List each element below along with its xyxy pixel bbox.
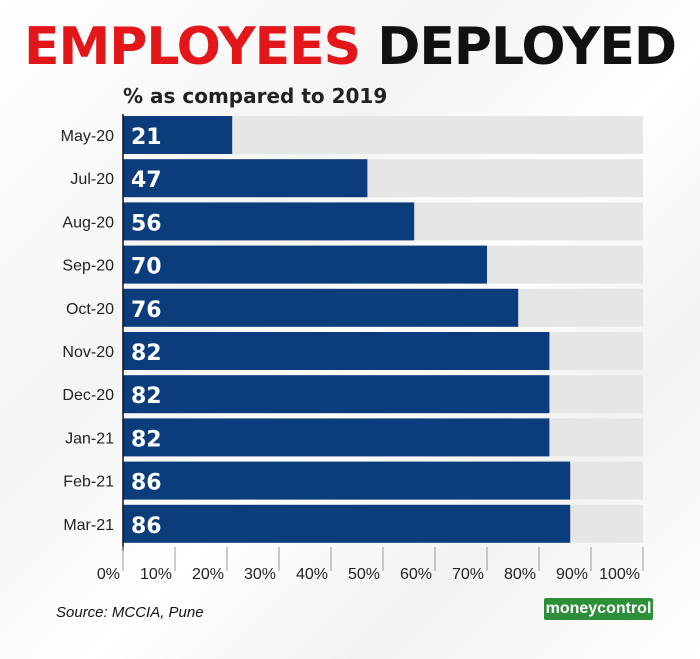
chart-title: EMPLOYEES DEPLOYED [0,16,700,78]
bar [123,418,550,457]
category-label: Mar-21 [63,517,114,534]
category-label: Oct-20 [66,301,114,318]
category-label: Aug-20 [62,214,114,231]
title-part-employees: EMPLOYEES [23,17,361,77]
bar [123,116,233,154]
moneycontrol-logo: moneycontrol [544,598,653,620]
bar-value-label: 70 [131,255,162,280]
logo-part-control: control [597,600,652,617]
bar-value-label: 82 [131,427,162,452]
bar-value-label: 47 [131,168,162,193]
category-label: Sep-20 [62,258,114,275]
x-tick-label: 20% [192,566,224,583]
bar [123,288,519,327]
bar [123,461,571,500]
category-label: Nov-20 [62,344,114,361]
bar-value-label: 21 [131,125,162,150]
bar [123,159,368,198]
title-part-deployed: DEPLOYED [377,17,677,77]
x-tick-label: 90% [556,566,588,583]
x-tick-label: 40% [296,566,328,583]
bar-value-label: 82 [131,384,162,409]
bar [123,245,487,284]
x-tick-label: 10% [140,566,172,583]
x-tick-label: 50% [348,566,380,583]
category-label: May-20 [61,128,114,145]
bar-value-label: 56 [131,211,162,236]
bar [123,375,550,414]
bar [123,504,571,543]
x-tick-label: 30% [244,566,276,583]
category-label: Jan-21 [65,430,114,447]
source-note: Source: MCCIA, Pune [56,604,204,621]
bar [123,202,415,241]
category-label: Feb-21 [63,474,114,491]
bar [123,332,550,370]
x-tick-label: 70% [452,566,484,583]
category-label: Jul-20 [70,171,114,188]
x-tick-label: 80% [504,566,536,583]
category-label: Dec-20 [62,387,114,404]
logo-part-money: money [545,600,598,617]
x-tick-label: 60% [400,566,432,583]
bar-value-label: 86 [131,514,162,539]
bar-value-label: 82 [131,341,162,366]
bar-value-label: 86 [131,471,162,496]
bar-value-label: 76 [131,298,162,323]
chart-subtitle: % as compared to 2019 [123,84,388,108]
x-tick-label: 100% [599,566,640,583]
x-tick-label: 0% [97,566,120,583]
